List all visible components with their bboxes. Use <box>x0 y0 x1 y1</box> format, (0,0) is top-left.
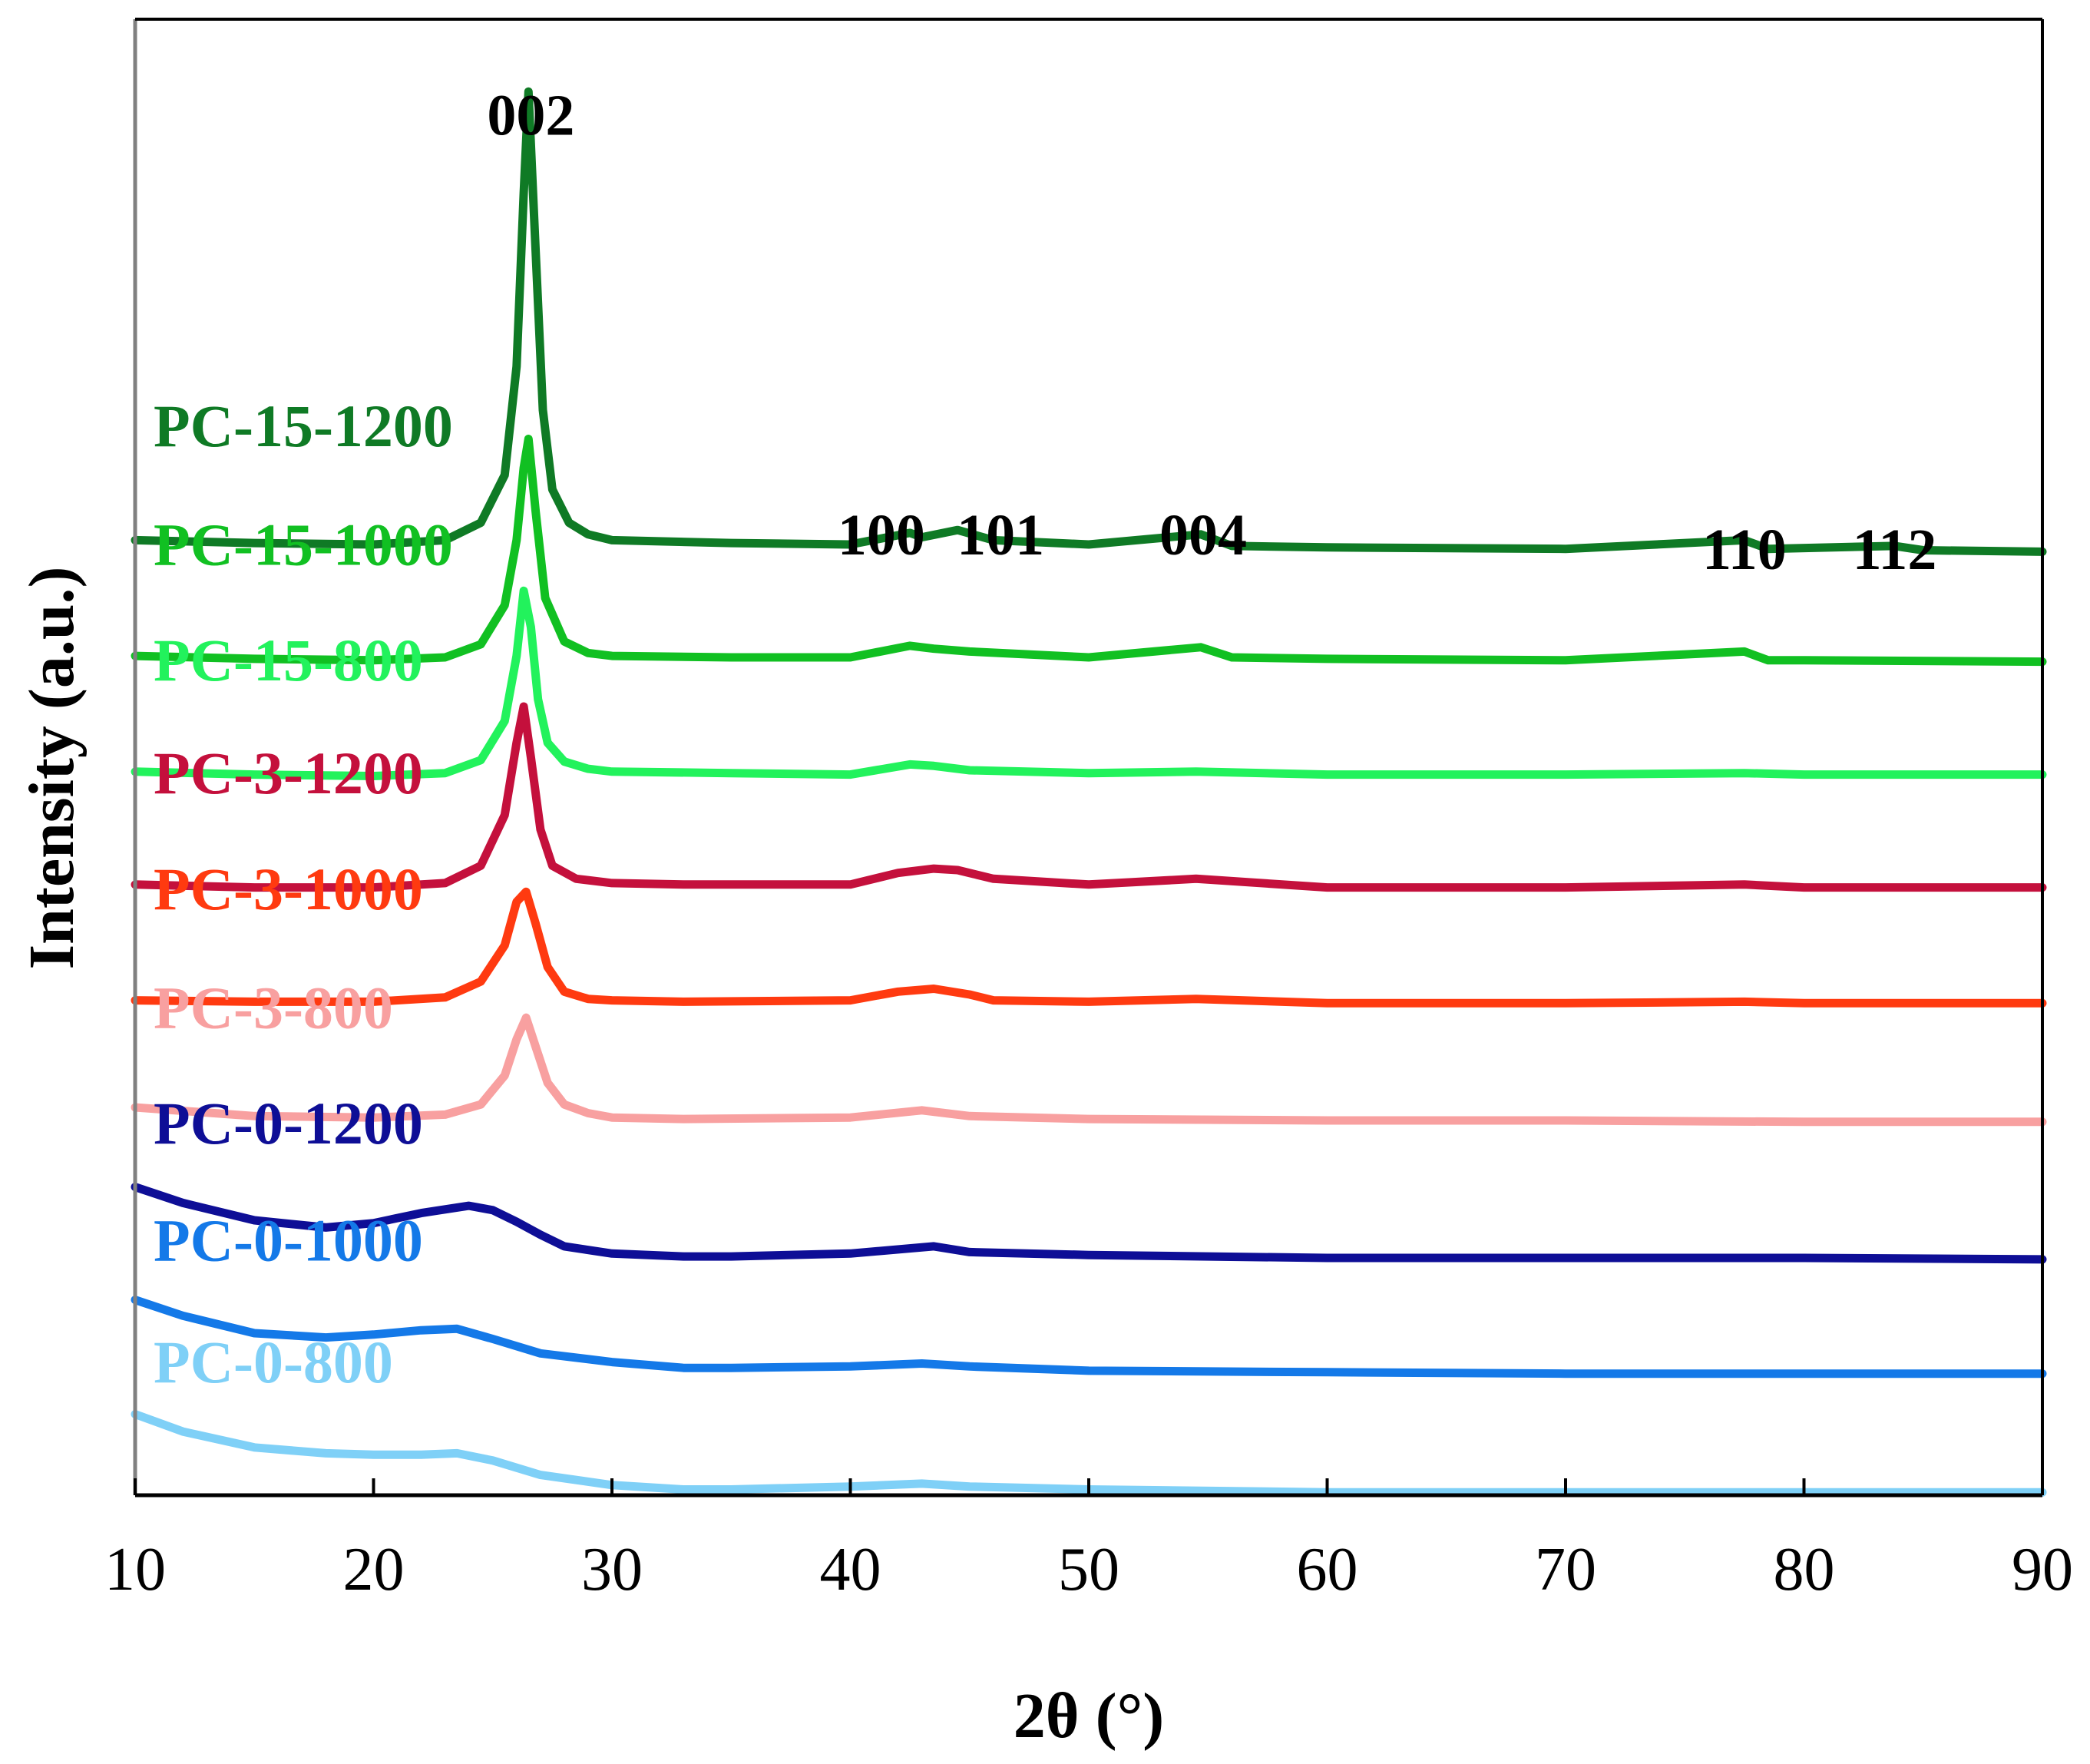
x-axis-title: 2θ (°) <box>1014 1680 1164 1752</box>
series-line-pc-15-1200 <box>131 87 2047 556</box>
x-tick-label: 30 <box>581 1536 643 1603</box>
series-line-pc-0-800 <box>131 1410 2047 1497</box>
peak-labels-layer: 002 100 101 004 110 112 <box>487 84 1936 582</box>
plot-area: 10 20 30 40 50 60 70 80 90 PC-0-800PC-0-1000PC-0… <box>104 18 2073 1603</box>
x-tick-label: 50 <box>1058 1536 1119 1603</box>
series-label-pc-3-1000: PC-3-1000 <box>154 856 423 922</box>
series-line-pc-3-800 <box>131 1013 2047 1127</box>
peak-label-004: 004 <box>1159 503 1247 568</box>
peak-label-100: 100 <box>838 503 925 568</box>
peak-label-112: 112 <box>1853 518 1937 582</box>
series-label-pc-0-1200: PC-0-1200 <box>154 1090 423 1157</box>
series-line-pc-3-1200 <box>131 702 2047 892</box>
series-layer <box>131 87 2047 1497</box>
x-tick-label: 10 <box>104 1536 166 1603</box>
series-line-pc-0-1200 <box>131 1183 2047 1264</box>
x-tick-label: 40 <box>820 1536 881 1603</box>
x-tick-label: 70 <box>1535 1536 1596 1603</box>
series-label-pc-0-800: PC-0-800 <box>154 1329 393 1395</box>
series-label-pc-0-1000: PC-0-1000 <box>154 1207 423 1274</box>
y-axis-title: Intensity (a.u.) <box>16 566 88 969</box>
series-labels-layer: PC-0-800 PC-0-1000 PC-0-1200 PC-3-800 PC-3-1… <box>154 392 453 1395</box>
series-line-pc-15-1000 <box>131 435 2047 667</box>
x-tick-label: 90 <box>2012 1536 2073 1603</box>
series-line-pc-15-800 <box>131 586 2047 780</box>
x-ticks-layer: 10 20 30 40 50 60 70 80 90 <box>104 1478 2073 1603</box>
x-tick-label: 80 <box>1774 1536 1835 1603</box>
series-label-pc-3-1200: PC-3-1200 <box>154 740 423 806</box>
series-label-pc-15-1200: PC-15-1200 <box>154 392 453 459</box>
x-tick-label: 20 <box>343 1536 405 1603</box>
series-label-pc-3-800: PC-3-800 <box>154 974 393 1041</box>
peak-label-110: 110 <box>1702 518 1787 582</box>
series-line-pc-3-1000 <box>131 887 2047 1008</box>
peak-label-002: 002 <box>487 84 574 148</box>
series-label-pc-15-800: PC-15-800 <box>154 627 423 693</box>
x-tick-label: 60 <box>1297 1536 1358 1603</box>
series-label-pc-15-1000: PC-15-1000 <box>154 511 453 578</box>
peak-label-101: 101 <box>957 503 1044 568</box>
series-line-pc-0-1000 <box>131 1296 2047 1378</box>
